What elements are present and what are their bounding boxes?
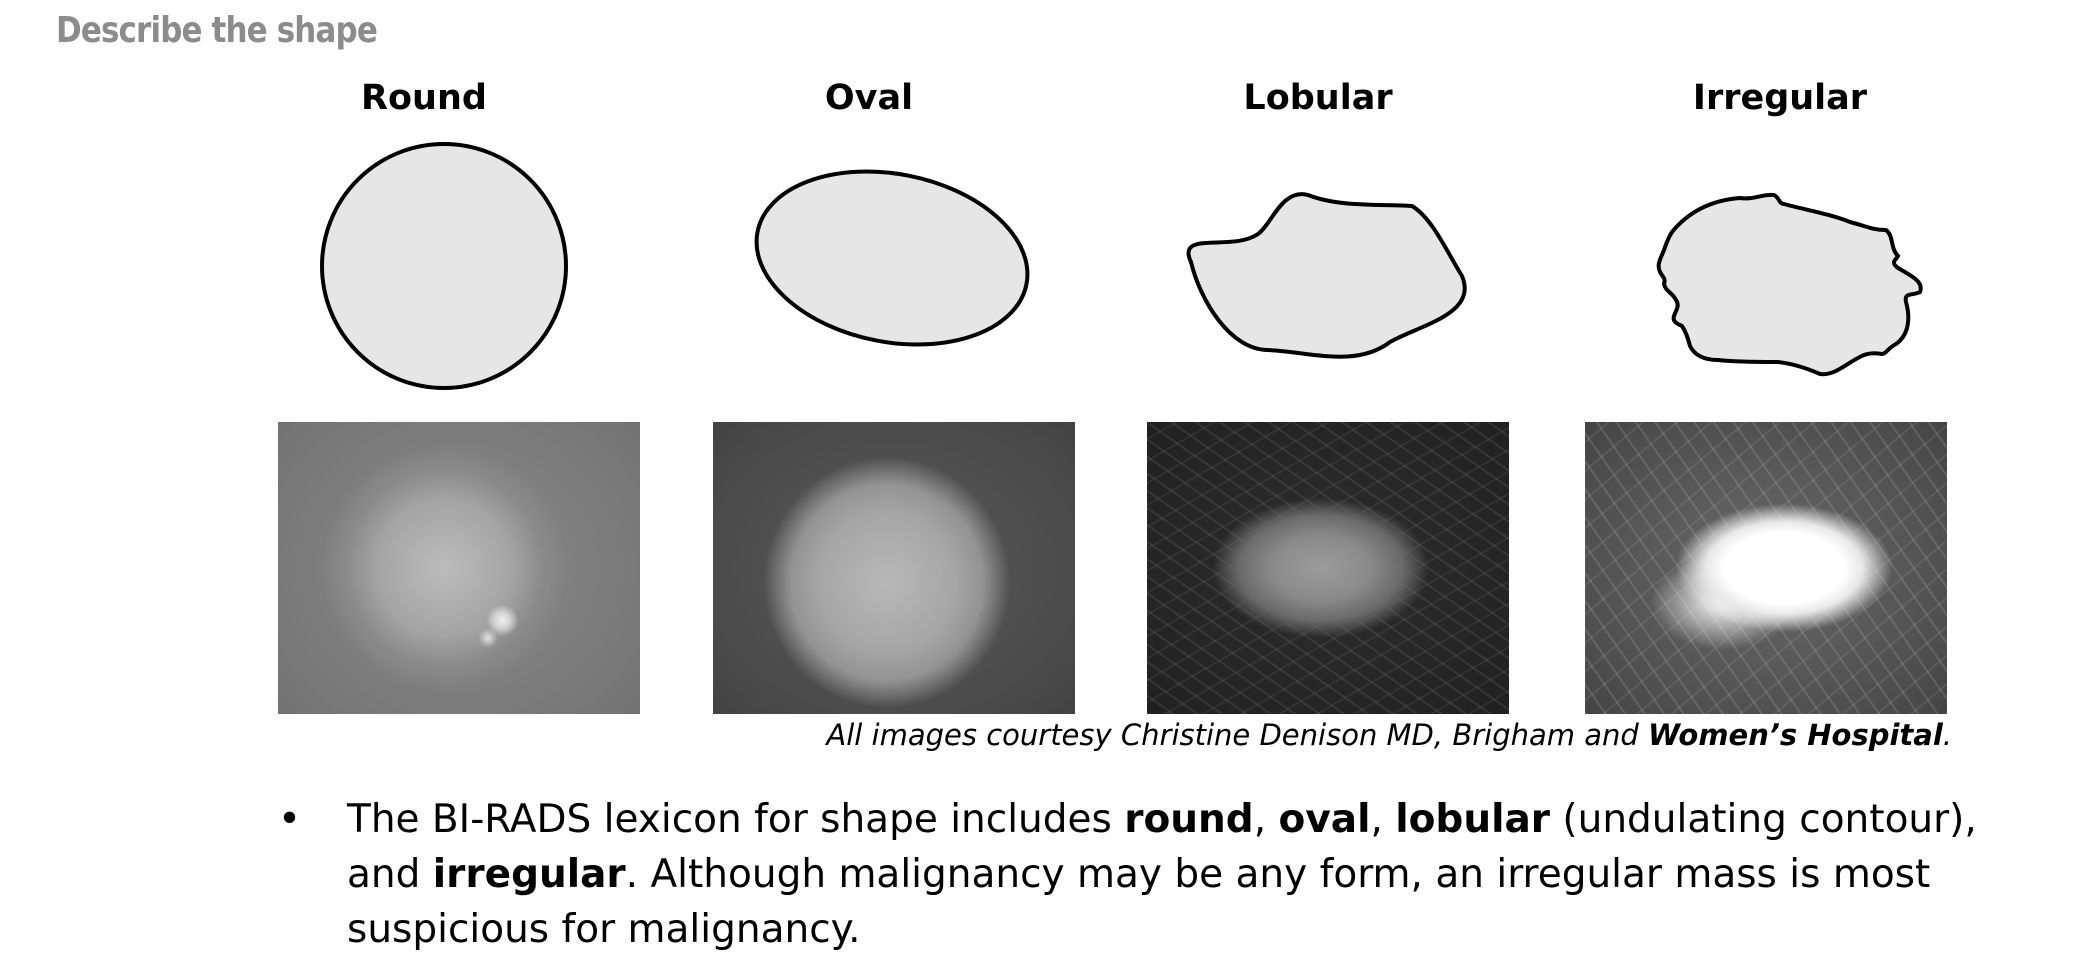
shape-label-irregular: Irregular [1692,78,1868,118]
bullet-term-lobular: lobular [1395,797,1550,842]
bullet-text-2: , [1253,797,1279,842]
bullet-dot-icon: • [278,797,302,842]
shape-label-oval: Oval [824,78,914,118]
mammogram-irregular [1585,422,1947,714]
bullet-term-oval: oval [1278,797,1371,842]
round-shape-icon [320,142,568,390]
mammogram-oval [713,422,1075,714]
mammogram-round [278,422,640,714]
caption-emphasis: Women’s Hospital [1648,718,1943,752]
caption-suffix: . [1942,718,1952,752]
bullet-text-5: . Although malignancy may be any form, a… [347,852,1931,952]
bullet-text-4: (undulating contour), and [347,797,1977,897]
page-heading: Describe the shape [56,10,378,51]
shape-label-round: Round [361,78,487,118]
lobular-shape-icon [1186,192,1467,359]
oval-shape-icon [754,169,1030,347]
shape-label-lobular: Lobular [1243,78,1393,118]
bullet-text-3: , [1370,797,1396,842]
bullet-term-irregular: irregular [432,852,626,897]
image-credit-caption: All images courtesy Christine Denison MD… [826,718,1952,752]
mammogram-lobular [1147,422,1509,714]
bullet-item: The BI-RADS lexicon for shape includes r… [347,792,2027,957]
caption-prefix: All images courtesy Christine Denison MD… [826,718,1649,752]
bullet-text-1: The BI-RADS lexicon for shape includes [347,797,1125,842]
bullet-term-round: round [1124,797,1254,842]
shape-diagrams [320,142,1923,390]
irregular-shape-icon [1656,192,1923,377]
